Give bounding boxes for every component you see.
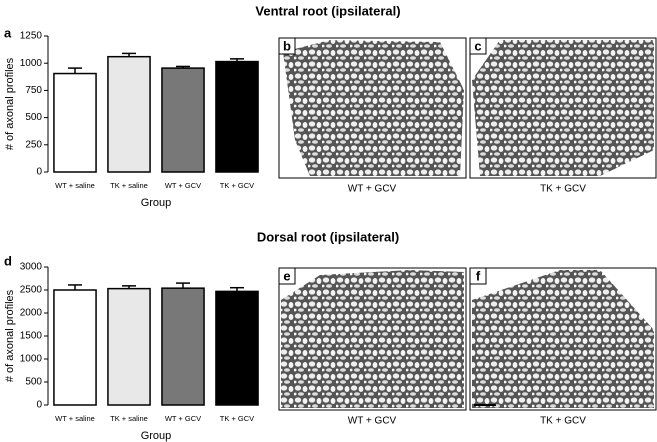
image-caption: TK + GCV [540,416,586,427]
panel-label-box [278,267,296,285]
y-tick-label: 0 [36,167,42,178]
panel-label-box [278,37,296,55]
micrograph-c [469,37,657,179]
image-caption: WT + GCV [348,184,397,195]
bar [107,55,151,173]
panel-label: a [4,25,12,40]
x-axis-label: Group [141,197,172,209]
y-tick-label: 0 [36,400,42,411]
bar [215,290,259,406]
y-tick-label: 1250 [20,31,43,42]
chart-title: Dorsal root (ipsilateral) [257,229,399,244]
y-tick-label: 1000 [20,354,43,365]
y-tick-label: 500 [25,112,42,123]
panel-label: d [4,253,12,268]
bar [161,287,205,406]
chart-title: Ventral root (ipsilateral) [255,3,400,18]
y-tick-label: 250 [25,139,42,150]
y-tick-label: 2500 [20,285,43,296]
bar [53,72,97,173]
y-tick-label: 2000 [20,308,43,319]
bar [107,287,151,406]
bar [161,67,205,173]
bar [53,289,97,406]
micrograph-b [278,37,467,179]
micrograph-f [469,267,657,411]
y-axis-label: # of axonal profiles [4,57,16,150]
panel-label-box [469,267,487,285]
y-axis-label: # of axonal profiles [4,289,16,382]
x-tick-label: TK + saline [110,181,148,190]
y-tick-label: 1000 [20,58,43,69]
y-tick-label: 3000 [20,262,43,273]
micrograph-e [278,267,467,411]
image-caption: WT + GCV [348,416,397,427]
x-tick-label: WT + saline [55,414,95,423]
x-tick-label: WT + saline [55,181,95,190]
panel-label: c [474,38,481,53]
x-axis-label: Group [141,430,172,442]
x-tick-label: TK + GCV [220,181,254,190]
panel-label-box [469,37,487,55]
panel-label: e [283,268,290,283]
y-tick-label: 500 [25,377,42,388]
x-tick-label: TK + saline [110,414,148,423]
y-tick-label: 750 [25,85,42,96]
image-caption: TK + GCV [540,184,586,195]
x-tick-label: WT + GCV [165,414,201,423]
panel-label: f [476,268,481,283]
x-tick-label: TK + GCV [220,414,254,423]
y-tick-label: 1500 [20,331,43,342]
x-tick-label: WT + GCV [165,181,201,190]
bar [215,60,259,173]
panel-label: b [283,38,291,53]
